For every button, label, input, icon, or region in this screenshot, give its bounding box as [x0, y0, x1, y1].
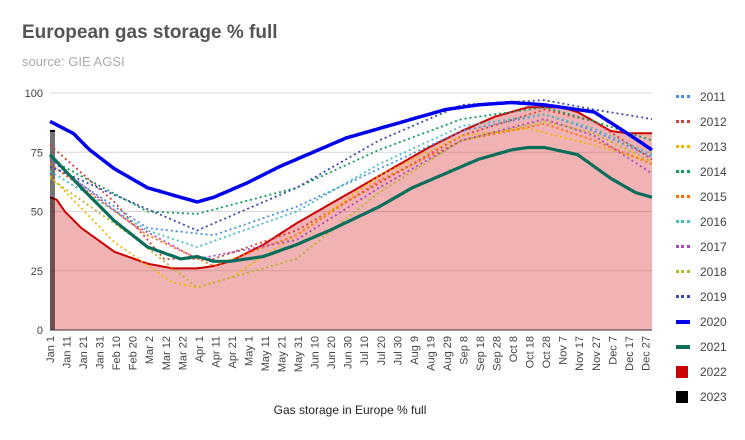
y-tick-label: 50: [31, 207, 43, 219]
x-tick-label: Jul 20: [376, 336, 388, 365]
legend-label: 2017: [700, 239, 727, 254]
legend-label: 2023: [700, 389, 727, 404]
legend-swatch: [676, 170, 690, 173]
legend-swatch: [676, 245, 690, 248]
legend-label: 2021: [700, 339, 727, 354]
legend-swatch: [676, 344, 690, 349]
y-tick-label: 75: [31, 147, 43, 159]
legend-label: 2018: [700, 264, 727, 279]
x-tick-label: Mar 12: [161, 336, 173, 370]
series-line-2012: [49, 108, 653, 260]
x-tick-label: Nov 17: [574, 336, 586, 371]
x-tick-label: Jul 30: [392, 336, 404, 365]
y-tick-label: 0: [37, 325, 43, 337]
legend-swatch: [676, 319, 690, 324]
legend: 2011 2012 2013 2014 2015 2016 2017 2018 2019 2020…: [676, 84, 744, 409]
x-tick-label: Mar 2: [144, 336, 156, 364]
legend-swatch: [676, 195, 690, 198]
x-tick-label: Mar 22: [177, 336, 189, 370]
x-tick-label: Jul 10: [359, 336, 371, 365]
x-tick-label: Jun 30: [343, 336, 355, 369]
series-line-2021: [48, 145, 653, 263]
x-tick-label: Apr 21: [227, 336, 239, 368]
x-tick-label: Aug 29: [442, 336, 454, 371]
legend-label: 2020: [700, 314, 727, 329]
legend-label: 2013: [700, 139, 727, 154]
x-axis-title: Gas storage in Europe % full: [273, 403, 427, 417]
x-tick-label: May 11: [260, 336, 272, 371]
legend-swatch: [676, 95, 690, 98]
legend-label: 2015: [700, 189, 727, 204]
legend-label: 2016: [700, 214, 727, 229]
series-line-2011: [49, 113, 653, 237]
y-tick-label: 100: [25, 88, 43, 100]
series-line-2017: [49, 118, 653, 260]
legend-item-2021: 2021: [676, 334, 744, 359]
legend-item-2017: 2017: [676, 234, 744, 259]
legend-item-2016: 2016: [676, 209, 744, 234]
x-tick-label: Feb 10: [111, 336, 123, 370]
x-tick-label: Sep 28: [492, 336, 504, 371]
legend-item-2014: 2014: [676, 159, 744, 184]
legend-item-2018: 2018: [676, 259, 744, 284]
x-tick-label: Jan 11: [62, 336, 74, 368]
x-tick-label: Jan 1: [45, 336, 57, 363]
x-tick-label: Nov 27: [591, 336, 603, 371]
x-tick-label: Oct 28: [541, 336, 553, 368]
x-tick-label: Sep 18: [475, 336, 487, 371]
x-tick-label: May 1: [244, 336, 256, 366]
legend-swatch: [676, 145, 690, 148]
x-tick-label: May 21: [277, 336, 289, 372]
legend-swatch: [676, 295, 690, 298]
legend-label: 2019: [700, 289, 727, 304]
legend-swatch: [676, 365, 688, 378]
x-tick-label: Apr 1: [194, 336, 206, 362]
x-tick-label: Sep 8: [459, 336, 471, 365]
x-tick-label: Aug 19: [425, 336, 437, 371]
x-tick-label: Aug 9: [409, 336, 421, 365]
x-tick-label: Jan 21: [78, 336, 90, 369]
legend-label: 2011: [700, 89, 726, 104]
x-tick-label: Nov 7: [558, 336, 570, 365]
legend-label: 2022: [700, 364, 727, 379]
x-tick-label: Dec 7: [607, 336, 619, 365]
series-line-2019: [49, 99, 653, 232]
legend-item-2013: 2013: [676, 134, 744, 159]
x-tick-label: Apr 11: [210, 336, 222, 368]
x-tick-label: Oct 18: [525, 336, 537, 368]
series-line-2015: [49, 122, 653, 267]
x-tick-label: Dec 27: [640, 336, 652, 371]
series-line-2018: [49, 120, 653, 289]
legend-swatch: [676, 270, 690, 273]
x-tick-label: Feb 20: [128, 336, 140, 370]
legend-swatch: [676, 120, 690, 123]
legend-item-2015: 2015: [676, 184, 744, 209]
series-line-2020: [49, 100, 653, 204]
chart-title: European gas storage % full: [22, 22, 278, 43]
chart-subtitle: source: GIE AGSI: [22, 54, 125, 69]
x-tick-label: Jan 31: [95, 336, 107, 369]
legend-label: 2014: [700, 164, 727, 179]
legend-label: 2012: [700, 114, 727, 129]
y-tick-label: 25: [31, 266, 43, 278]
legend-item-2023: 2023: [676, 384, 744, 409]
x-tick-label: Dec 17: [624, 336, 636, 371]
legend-item-2011: 2011: [676, 84, 744, 109]
legend-item-2020: 2020: [676, 309, 744, 334]
legend-item-2019: 2019: [676, 284, 744, 309]
series-line-2013: [49, 127, 653, 289]
legend-item-2022: 2022: [676, 359, 744, 384]
x-tick-label: May 31: [293, 336, 305, 372]
legend-swatch: [676, 390, 688, 403]
x-tick-label: Oct 8: [508, 336, 520, 362]
x-tick-label: Jun 10: [310, 336, 322, 369]
legend-swatch: [676, 220, 690, 223]
legend-item-2012: 2012: [676, 109, 744, 134]
x-tick-label: Jun 20: [326, 336, 338, 369]
